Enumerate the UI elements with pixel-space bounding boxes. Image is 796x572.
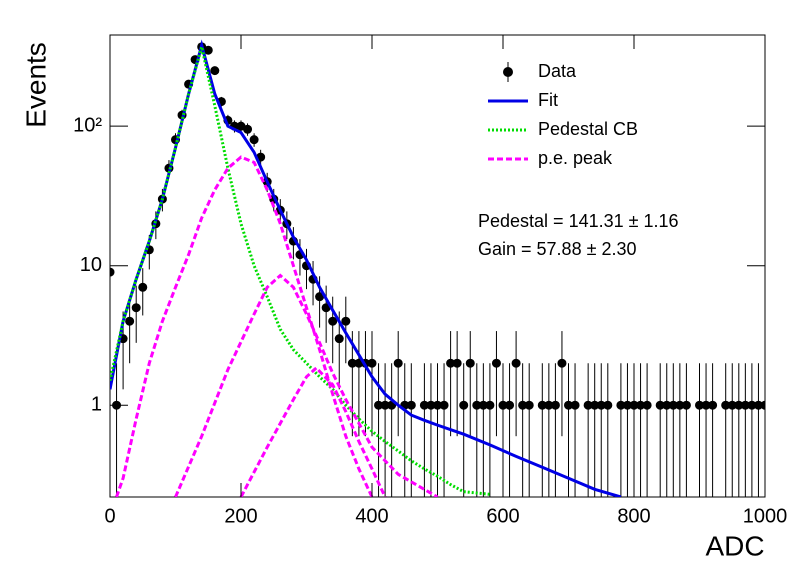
data-point bbox=[138, 282, 148, 292]
data-point bbox=[203, 45, 213, 55]
x-axis-label: ADC bbox=[705, 530, 764, 561]
data-point bbox=[210, 66, 220, 76]
data-point bbox=[511, 358, 521, 368]
data-point bbox=[642, 400, 652, 410]
data-point bbox=[675, 400, 685, 410]
data-point bbox=[662, 400, 672, 410]
data-point bbox=[334, 334, 344, 344]
data-point bbox=[249, 135, 259, 145]
data-point bbox=[721, 400, 731, 410]
data-point bbox=[550, 400, 560, 410]
data-point bbox=[472, 400, 482, 410]
data-point bbox=[681, 400, 691, 410]
data-point bbox=[616, 400, 626, 410]
data-point bbox=[459, 400, 469, 410]
data-point bbox=[727, 400, 737, 410]
data-point bbox=[341, 316, 351, 326]
annotation: Gain = 57.88 ± 2.30 bbox=[478, 239, 637, 259]
data-point bbox=[478, 400, 488, 410]
legend-label: Data bbox=[538, 61, 577, 81]
data-point bbox=[465, 358, 475, 368]
annotation: Pedestal = 141.31 ± 1.16 bbox=[478, 211, 679, 231]
data-point bbox=[655, 400, 665, 410]
data-point bbox=[243, 124, 253, 134]
y-axis-label: Events bbox=[20, 42, 51, 128]
data-point bbox=[518, 400, 528, 410]
data-point bbox=[636, 400, 646, 410]
data-point bbox=[380, 400, 390, 410]
data-point bbox=[328, 316, 338, 326]
data-point bbox=[570, 400, 580, 410]
data-point bbox=[596, 400, 606, 410]
data-point bbox=[498, 400, 508, 410]
data-point bbox=[544, 400, 554, 410]
x-tick-label: 800 bbox=[617, 505, 650, 527]
legend-marker bbox=[503, 67, 513, 77]
data-point bbox=[315, 292, 325, 302]
fit-curve bbox=[174, 273, 439, 497]
data-point bbox=[505, 400, 515, 410]
data-point bbox=[446, 358, 456, 368]
data-point bbox=[583, 400, 593, 410]
fit-curve bbox=[115, 155, 374, 497]
plot-area bbox=[110, 39, 765, 497]
data-point bbox=[668, 400, 678, 410]
data-point bbox=[524, 400, 534, 410]
data-point bbox=[419, 400, 429, 410]
data-point bbox=[537, 400, 547, 410]
data-point bbox=[491, 358, 501, 368]
legend-label: p.e. peak bbox=[538, 148, 613, 168]
data-point bbox=[557, 358, 567, 368]
data-point bbox=[367, 358, 377, 368]
data-point bbox=[708, 400, 718, 410]
legend-label: Fit bbox=[538, 90, 558, 110]
data-point bbox=[125, 316, 135, 326]
data-point bbox=[110, 267, 115, 277]
y-tick-label: 1 bbox=[91, 394, 102, 416]
x-tick-label: 400 bbox=[355, 505, 388, 527]
data-point bbox=[433, 400, 442, 410]
x-tick-label: 600 bbox=[486, 505, 519, 527]
x-tick-label: 0 bbox=[104, 505, 115, 527]
data-point bbox=[622, 400, 632, 410]
data-point bbox=[603, 400, 613, 410]
y-tick-label: 10 bbox=[80, 254, 102, 276]
data-point bbox=[695, 400, 704, 410]
data-point bbox=[406, 400, 416, 410]
data-point bbox=[740, 400, 750, 410]
data-point bbox=[629, 400, 639, 410]
data-point bbox=[426, 400, 436, 410]
data-point bbox=[452, 358, 462, 368]
data-point bbox=[439, 400, 449, 410]
y-tick-label: 10² bbox=[73, 114, 102, 136]
data-point bbox=[131, 303, 141, 313]
data-point bbox=[374, 400, 384, 410]
legend-label: Pedestal CB bbox=[538, 119, 638, 139]
x-tick-label: 200 bbox=[224, 505, 257, 527]
data-point bbox=[485, 400, 495, 410]
x-tick-label: 1000 bbox=[743, 505, 788, 527]
data-point bbox=[701, 400, 711, 410]
data-point bbox=[590, 400, 600, 410]
data-point bbox=[347, 358, 357, 368]
data-point bbox=[393, 358, 403, 368]
data-point bbox=[564, 400, 573, 410]
fit-curve bbox=[110, 46, 491, 496]
fit-curve bbox=[239, 365, 387, 497]
data-point bbox=[734, 400, 744, 410]
